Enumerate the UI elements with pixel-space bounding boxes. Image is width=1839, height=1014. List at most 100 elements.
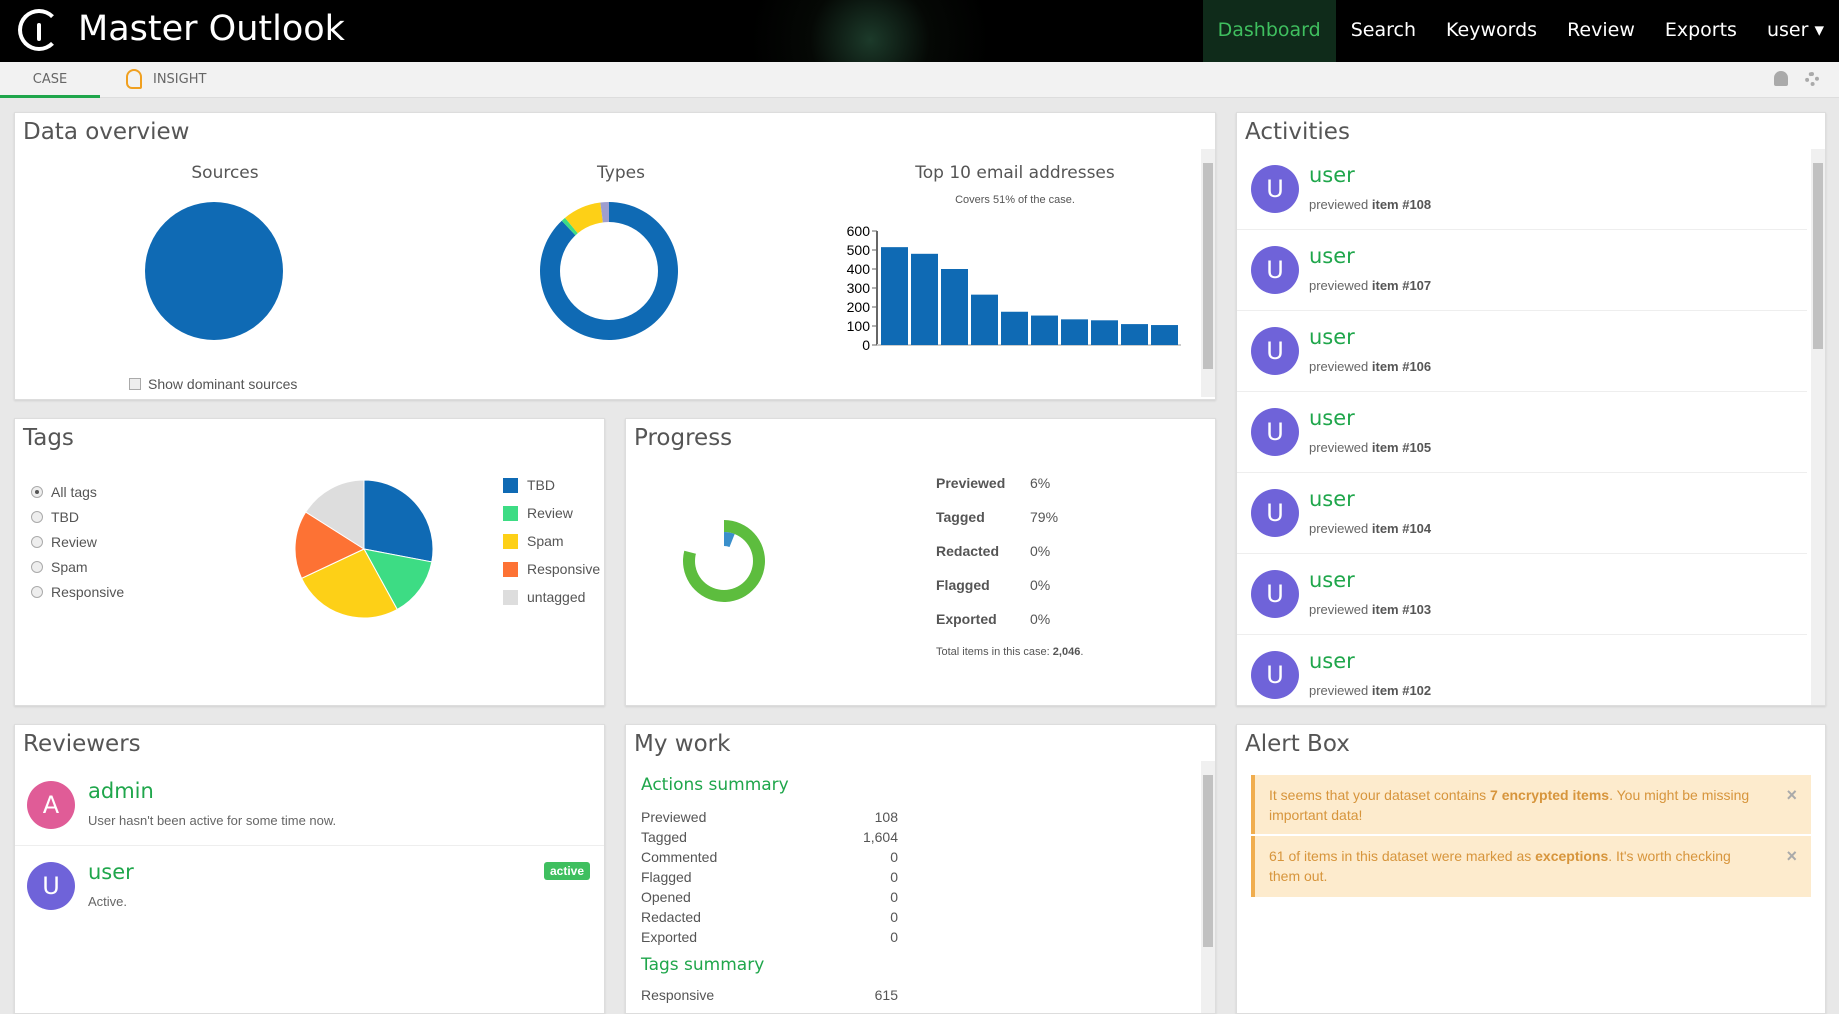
y-tick-label: 300 xyxy=(847,280,871,296)
bar[interactable] xyxy=(1151,325,1178,345)
reviewer-status: User hasn't been active for some time no… xyxy=(88,813,337,828)
donut-hole xyxy=(709,546,739,576)
activity-user[interactable]: user xyxy=(1309,487,1355,511)
summary-value: 108 xyxy=(874,809,898,825)
progress-row: Exported 0% xyxy=(936,611,1058,645)
activity-text: previewed item #103 xyxy=(1309,602,1432,617)
tags-summary-title: Tags summary xyxy=(641,955,765,975)
tag-filter-responsive[interactable]: Responsive xyxy=(31,579,124,604)
app-title[interactable]: Master Outlook xyxy=(78,9,345,49)
activity-user[interactable]: user xyxy=(1309,568,1355,592)
legend-swatch xyxy=(503,477,518,493)
radio-icon[interactable] xyxy=(31,535,43,548)
tab-case[interactable]: CASE xyxy=(0,62,100,98)
nav-keywords[interactable]: Keywords xyxy=(1446,19,1538,41)
nav-search[interactable]: Search xyxy=(1350,19,1416,41)
sources-slice xyxy=(145,202,283,340)
progress-panel: Progress Previewed 6% Tagged 79% Redacted 0% F… xyxy=(625,418,1216,706)
radio-icon[interactable] xyxy=(31,585,43,598)
progress-value: 0% xyxy=(1030,543,1051,559)
panel-title: Tags xyxy=(23,425,74,451)
tab-insight[interactable]: INSIGHT xyxy=(153,72,207,87)
tag-filter-all[interactable]: All tags xyxy=(31,479,124,504)
bar[interactable] xyxy=(941,269,968,345)
scrollbar[interactable] xyxy=(1201,761,1215,1013)
bar[interactable] xyxy=(881,247,908,345)
activity-user[interactable]: user xyxy=(1309,163,1355,187)
summary-row: Previewed 108 xyxy=(641,807,898,827)
tag-filter-spam[interactable]: Spam xyxy=(31,554,124,579)
bar[interactable] xyxy=(1121,324,1148,345)
y-tick-label: 100 xyxy=(847,318,871,334)
bar[interactable] xyxy=(1001,311,1028,345)
show-dominant-sources-checkbox[interactable]: Show dominant sources xyxy=(129,376,297,392)
activity-text: previewed item #106 xyxy=(1309,359,1432,374)
scrollbar[interactable] xyxy=(1811,149,1825,705)
y-tick-label: 500 xyxy=(847,242,871,258)
logo-icon[interactable] xyxy=(18,9,60,51)
activity-user[interactable]: user xyxy=(1309,325,1355,349)
summary-row: Flagged 0 xyxy=(641,867,898,887)
legend-item[interactable]: Review xyxy=(503,499,600,527)
summary-value: 0 xyxy=(890,849,898,865)
radio-icon[interactable] xyxy=(31,560,43,573)
nav-exports[interactable]: Exports xyxy=(1664,19,1737,41)
checkbox-icon[interactable] xyxy=(129,378,141,390)
summary-label: Previewed xyxy=(641,809,707,825)
reviewer-name[interactable]: admin xyxy=(88,779,154,803)
radio-icon[interactable] xyxy=(31,485,43,498)
close-icon[interactable]: × xyxy=(1786,785,1797,805)
avatar: A xyxy=(27,781,75,829)
sources-pie xyxy=(145,202,283,340)
progress-label: Tagged xyxy=(936,509,985,525)
legend-item[interactable]: untagged xyxy=(503,583,600,611)
nav-review[interactable]: Review xyxy=(1567,19,1635,41)
alert-box-panel: Alert Box It seems that your dataset con… xyxy=(1236,724,1826,1014)
bar[interactable] xyxy=(1091,320,1118,345)
radio-icon[interactable] xyxy=(31,510,43,523)
bar[interactable] xyxy=(1061,319,1088,345)
nav-user-menu[interactable]: user ▾ xyxy=(1766,19,1824,41)
activity-user[interactable]: user xyxy=(1309,244,1355,268)
scrollbar[interactable] xyxy=(1201,149,1215,397)
summary-value: 615 xyxy=(874,987,898,1003)
y-tick-label: 200 xyxy=(847,299,871,315)
legend-item[interactable]: Responsive xyxy=(503,555,600,583)
nav-dashboard[interactable]: Dashboard xyxy=(1202,0,1336,62)
summary-value: 0 xyxy=(890,929,898,945)
tag-filter-review[interactable]: Review xyxy=(31,529,124,554)
activity-user[interactable]: user xyxy=(1309,649,1355,673)
avatar: U xyxy=(1251,651,1299,699)
bell-icon[interactable] xyxy=(1774,71,1788,86)
progress-row: Redacted 0% xyxy=(936,543,1058,577)
tags-pie xyxy=(294,479,434,619)
legend-item[interactable]: Spam xyxy=(503,527,600,555)
progress-label: Exported xyxy=(936,611,997,627)
tag-filter-tbd[interactable]: TBD xyxy=(31,504,124,529)
avatar: U xyxy=(1251,165,1299,213)
activity-user[interactable]: user xyxy=(1309,406,1355,430)
legend-item[interactable]: TBD xyxy=(503,471,600,499)
panel-title: Progress xyxy=(634,425,733,451)
gear-icon[interactable] xyxy=(1805,72,1819,86)
activity-text: previewed item #102 xyxy=(1309,683,1432,698)
reviewer-name[interactable]: user xyxy=(88,860,134,884)
bar[interactable] xyxy=(1031,315,1058,345)
bar[interactable] xyxy=(911,253,938,345)
summary-label: Responsive xyxy=(641,987,715,1003)
bar[interactable] xyxy=(971,294,998,345)
progress-value: 0% xyxy=(1030,611,1051,627)
close-icon[interactable]: × xyxy=(1786,846,1797,866)
summary-row: Tagged 1,604 xyxy=(641,827,898,847)
y-tick-label: 400 xyxy=(847,261,871,277)
my-work-panel: My work Actions summary Previewed 108 Tagg… xyxy=(625,724,1216,1014)
progress-donut xyxy=(683,520,765,602)
